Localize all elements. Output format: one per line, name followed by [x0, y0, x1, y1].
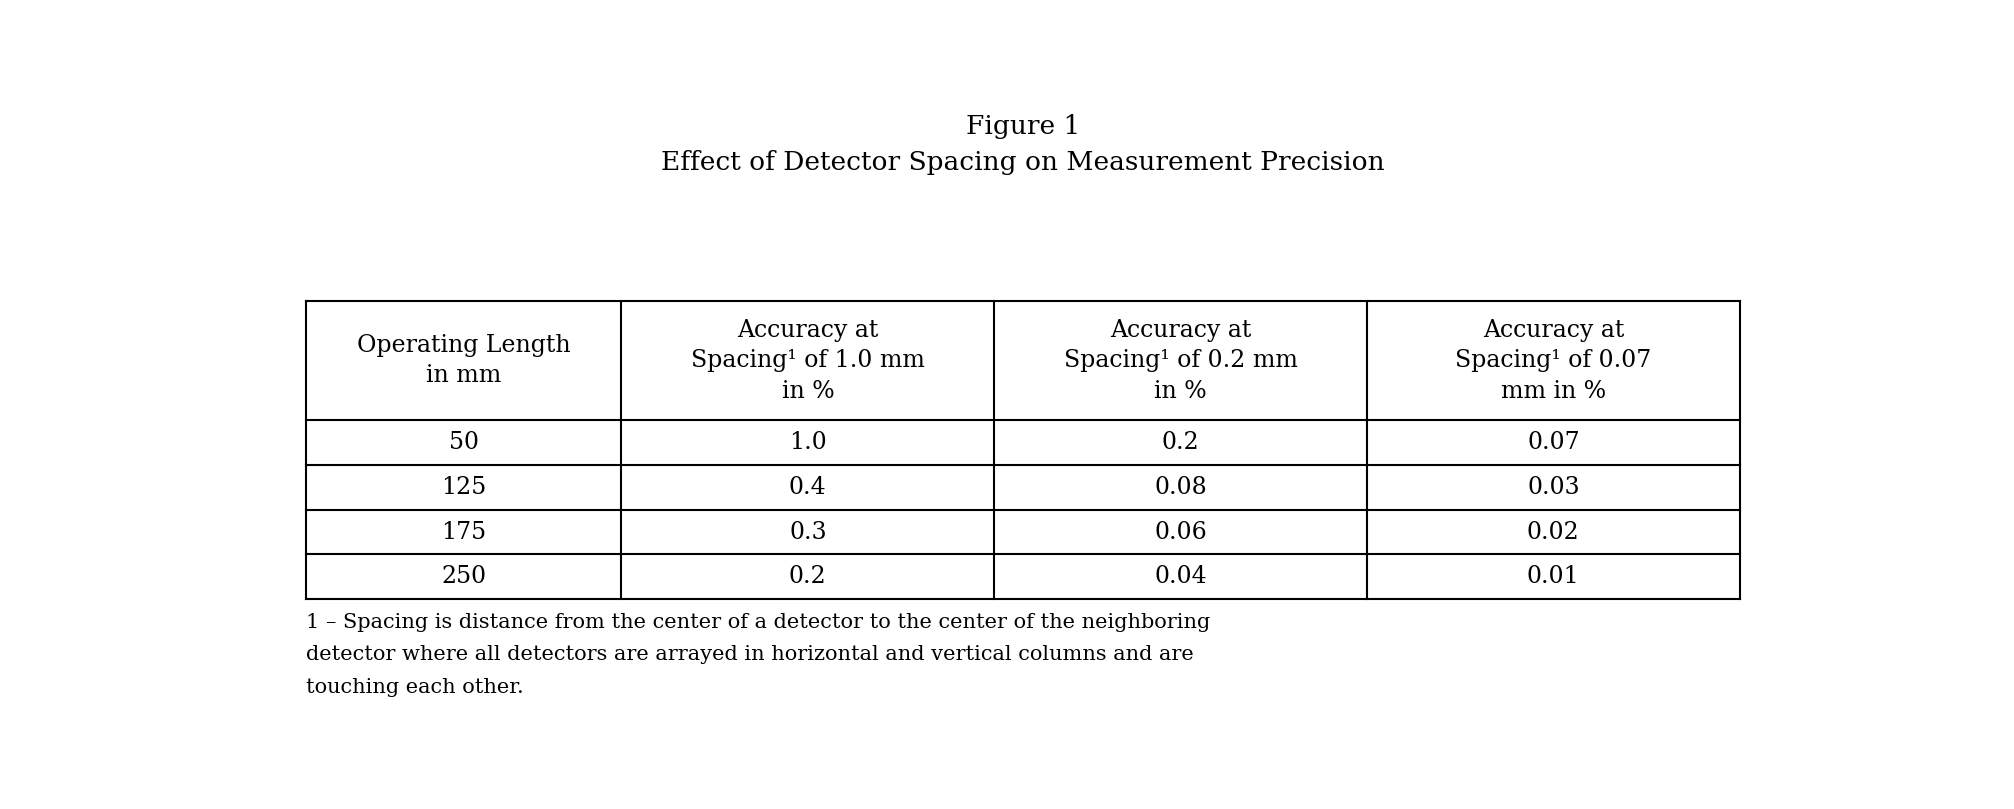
Text: 175: 175 — [441, 521, 485, 544]
Text: Operating Length
in mm: Operating Length in mm — [356, 334, 570, 388]
Text: Accuracy at
Spacing¹ of 0.07
mm in %: Accuracy at Spacing¹ of 0.07 mm in % — [1456, 319, 1651, 403]
Text: 50: 50 — [449, 431, 479, 455]
Text: Effect of Detector Spacing on Measurement Precision: Effect of Detector Spacing on Measuremen… — [661, 150, 1386, 175]
Text: 0.03: 0.03 — [1527, 476, 1579, 499]
Text: 0.4: 0.4 — [789, 476, 826, 499]
Text: detector where all detectors are arrayed in horizontal and vertical columns and : detector where all detectors are arrayed… — [306, 646, 1194, 664]
Text: 0.06: 0.06 — [1154, 521, 1206, 544]
Text: 1.0: 1.0 — [789, 431, 826, 455]
Text: 0.01: 0.01 — [1527, 565, 1579, 588]
Text: touching each other.: touching each other. — [306, 678, 524, 697]
Text: 250: 250 — [441, 565, 485, 588]
Text: 125: 125 — [441, 476, 485, 499]
Text: Figure 1: Figure 1 — [967, 114, 1080, 139]
Text: 0.02: 0.02 — [1527, 521, 1579, 544]
Text: Accuracy at
Spacing¹ of 0.2 mm
in %: Accuracy at Spacing¹ of 0.2 mm in % — [1063, 319, 1297, 403]
Text: 0.07: 0.07 — [1527, 431, 1579, 455]
Text: 1 – Spacing is distance from the center of a detector to the center of the neigh: 1 – Spacing is distance from the center … — [306, 613, 1210, 632]
Text: 0.2: 0.2 — [789, 565, 826, 588]
Text: 0.2: 0.2 — [1162, 431, 1200, 455]
Text: 0.08: 0.08 — [1154, 476, 1206, 499]
Text: Accuracy at
Spacing¹ of 1.0 mm
in %: Accuracy at Spacing¹ of 1.0 mm in % — [691, 319, 924, 403]
Text: 0.04: 0.04 — [1154, 565, 1206, 588]
Text: 0.3: 0.3 — [789, 521, 826, 544]
